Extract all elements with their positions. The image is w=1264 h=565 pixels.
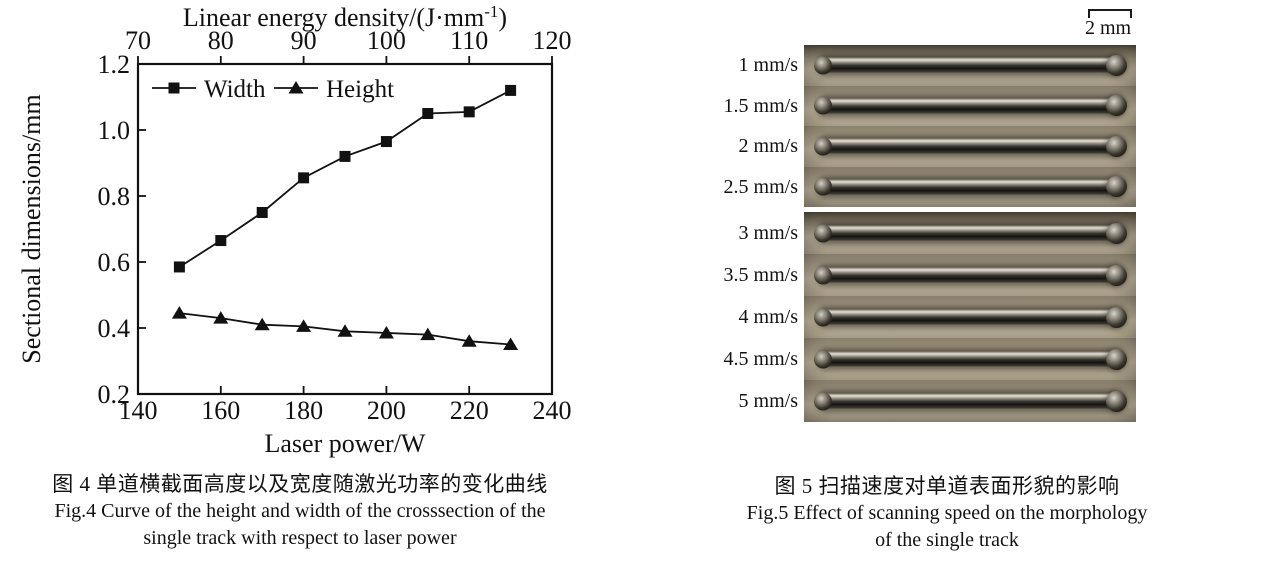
series-line-width (178, 89, 512, 268)
track-row (804, 380, 1136, 422)
plot-border (136, 62, 554, 396)
data-point-width (505, 84, 517, 96)
x-top-tick-label: 80 (208, 26, 234, 55)
data-point-height (461, 334, 477, 347)
data-point-height (337, 324, 353, 337)
fig4-caption: 图 4 单道横截面高度以及宽度随激光功率的变化曲线 Fig.4 Curve of… (0, 471, 600, 552)
x-tick-label: 200 (367, 396, 406, 425)
data-point-height (503, 337, 519, 350)
speed-label: 2.5 mm/s (723, 175, 798, 198)
fig5-caption-chinese: 图 5 扫描速度对单道表面形貌的影响 (774, 474, 1120, 498)
data-point-height (171, 306, 187, 319)
track-row (804, 126, 1136, 167)
x-tick-label: 240 (533, 396, 572, 425)
track-row (804, 338, 1136, 380)
x-top-tick-label: 100 (367, 26, 406, 55)
legend-label: Width (204, 76, 266, 103)
laser-track (818, 225, 1123, 241)
track-panel-bottom (804, 212, 1136, 422)
fig5-caption-english-line1: Fig.5 Effect of scanning speed on the mo… (746, 502, 1148, 524)
laser-track (818, 179, 1123, 195)
x-tick-label: 140 (119, 396, 158, 425)
data-point-height (296, 319, 312, 332)
legend-label: Height (326, 76, 394, 103)
laser-track (818, 393, 1123, 409)
y-tick-label: 0.6 (98, 248, 131, 277)
legend-marker-triangle (288, 81, 304, 94)
y-axis-title: Sectional dimensions/mm (17, 94, 46, 363)
track-row (804, 296, 1136, 338)
figure-4: 140 160 180 200 220 240 70 80 90 100 110 120 0.2 0.4 0… (0, 2, 600, 552)
speed-label: 1 mm/s (738, 54, 798, 77)
y-tick-label: 1.2 (98, 50, 131, 79)
fig4-caption-chinese: 图 4 单道横截面高度以及宽度随激光功率的变化曲线 (52, 472, 548, 496)
data-point-height (420, 327, 436, 341)
speed-label: 3 mm/s (738, 222, 798, 244)
track-row (804, 166, 1136, 207)
fig4-line-chart: 140 160 180 200 220 240 70 80 90 100 110 120 0.2 0.4 0… (17, 2, 572, 458)
data-point-height (213, 311, 229, 324)
fig4-caption-english-line2: single track with respect to laser power (143, 527, 457, 549)
speed-label: 4.5 mm/s (723, 348, 798, 370)
data-point-width (422, 108, 434, 119)
speed-label: 4 mm/s (738, 306, 798, 328)
speed-label: 1.5 mm/s (723, 94, 798, 117)
track-row (804, 212, 1136, 254)
laser-track (818, 138, 1123, 154)
legend-marker-square (168, 82, 180, 94)
x-axis-title: Laser power/W (265, 429, 426, 458)
data-point-width (256, 207, 268, 218)
x-top-tick-label: 120 (533, 26, 572, 55)
data-point-width (463, 106, 475, 118)
data-point-height (254, 317, 270, 331)
fig5-caption: 图 5 扫描速度对单道表面形貌的影响 Fig.5 Effect of scann… (647, 473, 1247, 554)
y-tick-label: 0.4 (98, 314, 131, 343)
data-point-width (215, 235, 227, 247)
x-tick-label: 180 (284, 396, 323, 425)
x-top-tick-label: 70 (125, 26, 151, 55)
x-top-axis-title: Linear energy density/(J·mm-1) (183, 2, 507, 32)
data-point-width (380, 136, 392, 148)
x-tick-label: 220 (450, 396, 489, 425)
speed-label: 3.5 mm/s (723, 264, 798, 286)
figure-5: 2 mm 1 mm/s 1.5 mm/s 2 mm/s 2.5 mm/s 3 mm/s 3… (632, 0, 1264, 565)
laser-track (818, 98, 1123, 114)
scale-bar-label: 2 mm (1084, 17, 1132, 39)
speed-label: 5 mm/s (738, 390, 798, 412)
fig5-caption-english-line2: of the single track (875, 529, 1019, 551)
y-tick-label: 0.2 (98, 380, 131, 409)
x-top-tick-label: 90 (291, 26, 317, 55)
x-top-tick-label: 110 (450, 26, 488, 55)
y-tick-label: 0.8 (98, 182, 131, 211)
track-panel-top (804, 45, 1136, 207)
laser-track (818, 57, 1123, 73)
track-row (804, 85, 1136, 126)
x-tick-label: 160 (201, 396, 240, 425)
laser-track (818, 351, 1123, 367)
track-row (804, 254, 1136, 296)
data-point-height (378, 325, 394, 339)
y-tick-label: 1.0 (98, 116, 131, 145)
data-point-width (173, 261, 185, 273)
scale-bar (1088, 9, 1132, 18)
laser-track (818, 309, 1123, 325)
data-point-width (339, 150, 351, 162)
track-row (804, 45, 1136, 86)
fig4-caption-english-line1: Fig.4 Curve of the height and width of t… (54, 500, 546, 522)
speed-label: 2 mm/s (738, 135, 798, 158)
data-point-width (298, 172, 310, 184)
laser-track (818, 267, 1123, 283)
